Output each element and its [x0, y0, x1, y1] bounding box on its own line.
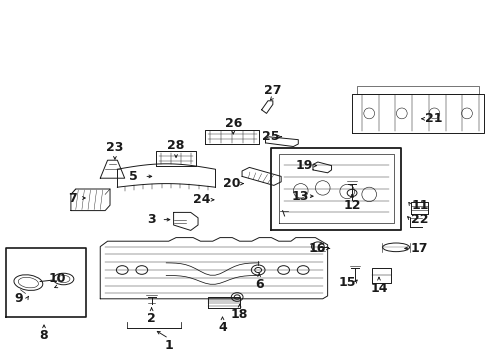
Text: 28: 28 — [167, 139, 184, 152]
Text: 17: 17 — [410, 242, 427, 255]
Text: 1: 1 — [164, 339, 173, 352]
Text: 4: 4 — [218, 321, 226, 334]
Text: 23: 23 — [106, 141, 123, 154]
Text: 21: 21 — [424, 112, 441, 125]
Text: 11: 11 — [411, 199, 428, 212]
Text: 5: 5 — [128, 170, 137, 183]
Text: 7: 7 — [68, 192, 77, 204]
Text: 24: 24 — [193, 193, 210, 206]
Text: 12: 12 — [343, 199, 360, 212]
Text: 13: 13 — [290, 190, 308, 203]
Text: 2: 2 — [147, 312, 156, 325]
Text: 8: 8 — [40, 329, 48, 342]
Text: 6: 6 — [254, 278, 263, 291]
Text: 18: 18 — [230, 309, 248, 321]
Text: 16: 16 — [307, 242, 325, 255]
Text: 9: 9 — [14, 292, 23, 305]
Text: 14: 14 — [369, 282, 387, 294]
Text: 25: 25 — [261, 130, 279, 143]
Text: 10: 10 — [49, 273, 66, 285]
Text: 19: 19 — [295, 159, 312, 172]
Text: 20: 20 — [222, 177, 240, 190]
Text: 27: 27 — [264, 84, 281, 97]
Text: 26: 26 — [224, 117, 242, 130]
Text: 15: 15 — [338, 276, 355, 289]
Text: 3: 3 — [147, 213, 156, 226]
Text: 22: 22 — [410, 213, 427, 226]
